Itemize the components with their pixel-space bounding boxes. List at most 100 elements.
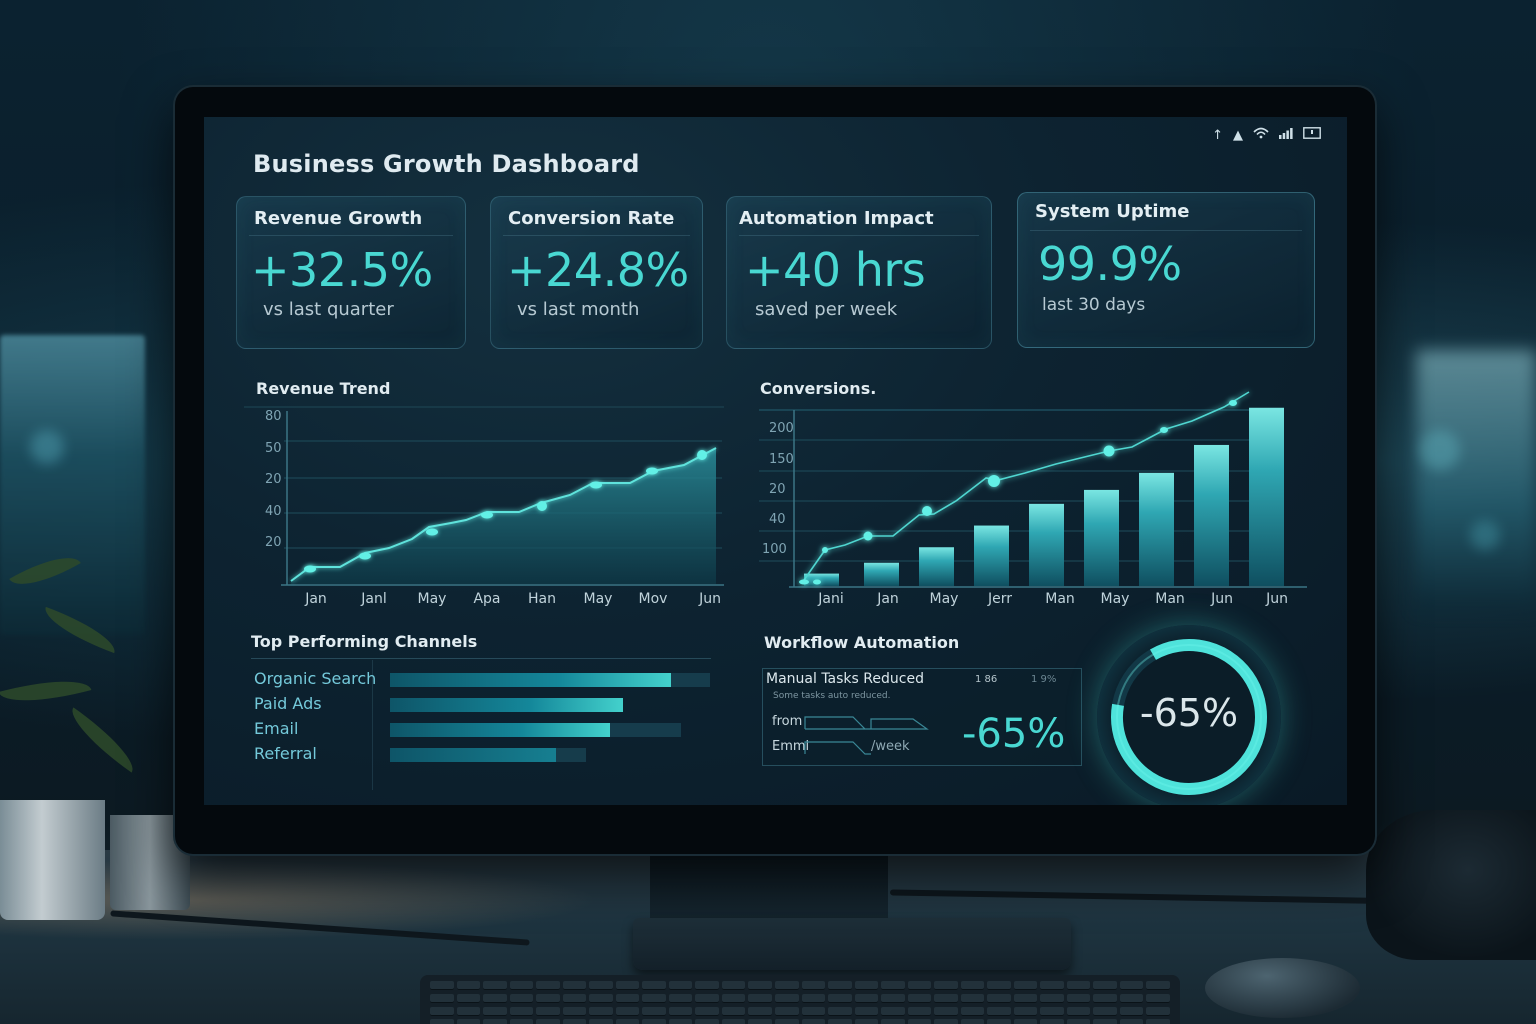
keyboard-key[interactable] [801, 1006, 826, 1016]
keyboard-key[interactable] [801, 993, 826, 1003]
keyboard-key[interactable] [642, 1019, 666, 1024]
keyboard-key[interactable] [774, 993, 799, 1003]
keyboard-key[interactable] [748, 993, 772, 1003]
channel-row-email[interactable]: Email [254, 719, 734, 739]
keyboard-key[interactable] [801, 981, 826, 990]
keyboard-key[interactable] [695, 993, 719, 1003]
keyboard-key[interactable] [828, 1019, 852, 1024]
keyboard-key[interactable] [907, 1006, 932, 1016]
keyboard-key[interactable] [934, 993, 958, 1003]
keyboard-key[interactable] [828, 1006, 852, 1016]
keyboard-key[interactable] [881, 1006, 905, 1016]
conversion-bar[interactable] [864, 562, 899, 586]
keyboard-key[interactable] [589, 993, 613, 1003]
keyboard-key[interactable] [589, 1019, 613, 1024]
keyboard-key[interactable] [483, 993, 507, 1003]
keyboard-key[interactable] [1119, 1006, 1144, 1016]
keyboard-key[interactable] [1040, 993, 1064, 1003]
keyboard-key[interactable] [509, 1006, 534, 1016]
keyboard-key[interactable] [615, 1019, 640, 1024]
keyboard-key[interactable] [456, 981, 481, 990]
keyboard-key[interactable] [1119, 981, 1144, 990]
kpi-card-system-uptime[interactable]: System Uptime 99.9% last 30 days [1017, 192, 1315, 348]
conversion-bar[interactable] [1029, 503, 1064, 586]
keyboard-key[interactable] [430, 981, 454, 990]
keyboard-key[interactable] [1013, 981, 1038, 990]
keyboard-key[interactable] [1040, 1019, 1064, 1024]
keyboard[interactable] [420, 975, 1180, 1024]
keyboard-key[interactable] [774, 1006, 799, 1016]
keyboard-key[interactable] [854, 981, 879, 990]
keyboard-key[interactable] [1093, 981, 1117, 990]
keyboard-key[interactable] [1093, 1019, 1117, 1024]
keyboard-key[interactable] [1013, 1019, 1038, 1024]
kpi-card-automation-impact[interactable]: Automation Impact +40 hrs saved per week [726, 196, 992, 349]
keyboard-key[interactable] [721, 981, 746, 990]
manual-tasks-card[interactable]: Manual Tasks Reduced 1 86 1 9% Some task… [762, 668, 1082, 766]
keyboard-key[interactable] [748, 1019, 772, 1024]
keyboard-key[interactable] [1119, 993, 1144, 1003]
keyboard-key[interactable] [1066, 993, 1091, 1003]
keyboard-key[interactable] [987, 981, 1011, 990]
keyboard-key[interactable] [430, 993, 454, 1003]
keyboard-key[interactable] [536, 1006, 560, 1016]
keyboard-key[interactable] [456, 1019, 481, 1024]
keyboard-key[interactable] [987, 1019, 1011, 1024]
keyboard-key[interactable] [721, 993, 746, 1003]
keyboard-key[interactable] [695, 1006, 719, 1016]
channel-row-paid-ads[interactable]: Paid Ads [254, 694, 734, 714]
conversion-bar[interactable] [804, 573, 839, 586]
keyboard-key[interactable] [881, 1019, 905, 1024]
conversion-bar[interactable] [1139, 472, 1174, 586]
keyboard-key[interactable] [1146, 1019, 1170, 1024]
conversion-bar[interactable] [1084, 489, 1119, 586]
keyboard-key[interactable] [801, 1019, 826, 1024]
keyboard-key[interactable] [1066, 1019, 1091, 1024]
keyboard-key[interactable] [881, 981, 905, 990]
keyboard-key[interactable] [536, 1019, 560, 1024]
keyboard-key[interactable] [695, 981, 719, 990]
keyboard-key[interactable] [483, 1006, 507, 1016]
keyboard-key[interactable] [642, 981, 666, 990]
keyboard-key[interactable] [509, 993, 534, 1003]
conversion-bar[interactable] [919, 547, 954, 586]
keyboard-key[interactable] [828, 993, 852, 1003]
keyboard-key[interactable] [562, 1006, 587, 1016]
mouse[interactable] [1205, 958, 1360, 1018]
keyboard-key[interactable] [907, 1019, 932, 1024]
keyboard-key[interactable] [562, 981, 587, 990]
keyboard-key[interactable] [1040, 981, 1064, 990]
keyboard-key[interactable] [456, 993, 481, 1003]
keyboard-key[interactable] [721, 1006, 746, 1016]
keyboard-key[interactable] [774, 981, 799, 990]
keyboard-key[interactable] [509, 1019, 534, 1024]
keyboard-key[interactable] [668, 1019, 693, 1024]
keyboard-key[interactable] [960, 1006, 985, 1016]
keyboard-key[interactable] [1066, 981, 1091, 990]
keyboard-key[interactable] [668, 1006, 693, 1016]
keyboard-key[interactable] [536, 993, 560, 1003]
keyboard-key[interactable] [934, 1006, 958, 1016]
keyboard-key[interactable] [934, 1019, 958, 1024]
keyboard-key[interactable] [536, 981, 560, 990]
conversion-bar[interactable] [1249, 407, 1284, 586]
keyboard-key[interactable] [668, 981, 693, 990]
keyboard-key[interactable] [774, 1019, 799, 1024]
keyboard-key[interactable] [562, 993, 587, 1003]
keyboard-key[interactable] [1013, 1006, 1038, 1016]
keyboard-key[interactable] [960, 993, 985, 1003]
keyboard-key[interactable] [509, 981, 534, 990]
keyboard-key[interactable] [1146, 1006, 1170, 1016]
keyboard-key[interactable] [430, 1006, 454, 1016]
keyboard-key[interactable] [1066, 1006, 1091, 1016]
keyboard-key[interactable] [1146, 981, 1170, 990]
keyboard-key[interactable] [562, 1019, 587, 1024]
keyboard-key[interactable] [960, 981, 985, 990]
keyboard-key[interactable] [456, 1006, 481, 1016]
keyboard-key[interactable] [615, 993, 640, 1003]
keyboard-key[interactable] [615, 981, 640, 990]
keyboard-key[interactable] [615, 1006, 640, 1016]
kpi-card-revenue-growth[interactable]: Revenue Growth +32.5% vs last quarter [236, 196, 466, 349]
keyboard-key[interactable] [642, 1006, 666, 1016]
keyboard-key[interactable] [483, 981, 507, 990]
